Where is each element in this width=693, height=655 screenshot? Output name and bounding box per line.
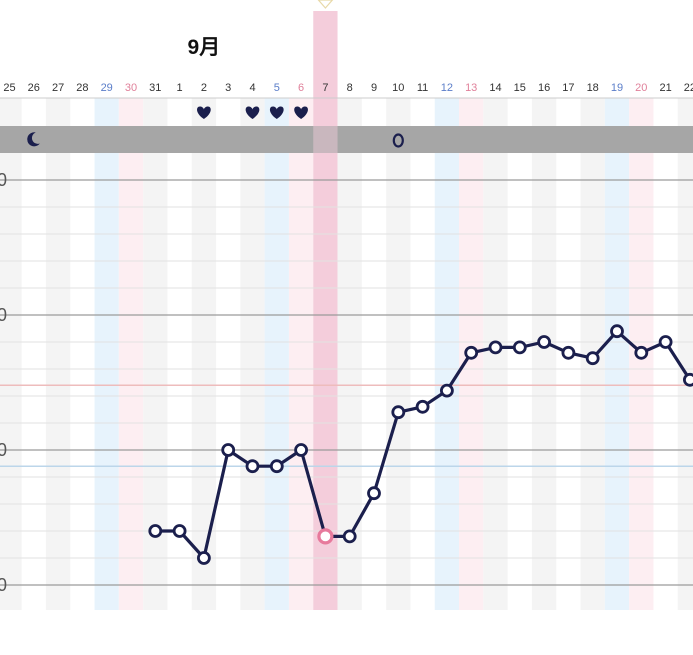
day-labels: 25 26 27 28 29 30 31 1 2 3 4 5 6 7 8 9 10 11 12 13 14 15 16 17 1… (3, 82, 693, 94)
day-band-27 (45, 98, 71, 610)
day-band-7 (313, 11, 338, 610)
crescent-moon-icon (27, 132, 40, 147)
day-band-12 (434, 98, 460, 610)
day-band-5 (264, 98, 289, 610)
data-point-8[interactable] (342, 529, 357, 544)
day-label[interactable]: 15 (514, 82, 526, 94)
day-label[interactable]: 26 (28, 82, 40, 94)
data-point-4[interactable] (245, 459, 260, 474)
grid-lines (0, 97, 693, 586)
day-band-10 (386, 98, 411, 610)
data-point-15[interactable] (512, 340, 527, 355)
day-label[interactable]: 1 (177, 82, 183, 94)
day-label[interactable]: 29 (101, 82, 113, 94)
data-point-9[interactable] (367, 486, 381, 501)
day-label[interactable]: 11 (417, 82, 428, 94)
day-label[interactable]: 19 (611, 82, 623, 94)
y-axis-labels: 0 0 0 0 (0, 170, 7, 595)
day-label[interactable]: 13 (465, 82, 477, 94)
data-point-18[interactable] (585, 351, 600, 366)
data-point-22[interactable] (683, 372, 693, 387)
moon-bar-today (313, 126, 338, 153)
day-label[interactable]: 17 (562, 82, 574, 94)
data-point-2[interactable] (196, 551, 211, 565)
today-marker (317, 0, 334, 9)
day-label[interactable]: 30 (125, 82, 137, 94)
data-point-16[interactable] (537, 335, 551, 349)
day-label[interactable]: 31 (149, 82, 161, 94)
data-point-3[interactable] (221, 443, 236, 457)
cover-lines (0, 384, 693, 467)
day-label[interactable]: 16 (538, 82, 550, 94)
day-label[interactable]: 3 (225, 82, 231, 94)
data-point-10[interactable] (391, 405, 406, 420)
heart-icon (269, 106, 284, 119)
day-label[interactable]: 6 (298, 82, 304, 94)
heart-icon (197, 106, 211, 119)
day-label[interactable]: 10 (392, 82, 404, 94)
day-band-29 (94, 98, 119, 610)
data-point-7[interactable] (317, 528, 334, 545)
data-point-17[interactable] (561, 345, 576, 360)
data-point-21[interactable] (658, 335, 673, 349)
day-label[interactable]: 27 (52, 82, 64, 94)
day-label[interactable]: 2 (201, 82, 207, 94)
moon-bar-icons (27, 126, 404, 153)
data-point-1[interactable] (172, 524, 187, 538)
today-pointer-icon (317, 0, 334, 9)
day-label[interactable]: 21 (659, 82, 671, 94)
data-point-19[interactable] (610, 324, 624, 339)
day-label[interactable]: 8 (347, 82, 353, 94)
data-point-11[interactable] (415, 399, 430, 414)
day-label[interactable]: 4 (249, 82, 255, 94)
day-label[interactable]: 7 (322, 82, 328, 94)
day-band-19 (604, 98, 630, 610)
day-bands (0, 11, 693, 610)
day-label[interactable]: 14 (489, 82, 501, 94)
heart-icon (294, 106, 308, 119)
day-label[interactable]: 28 (76, 82, 88, 94)
day-band-22 (677, 98, 693, 610)
data-point-6[interactable] (294, 443, 309, 457)
month-label: 9月 (188, 36, 221, 59)
day-band-4 (240, 98, 265, 610)
day-label[interactable]: 20 (635, 82, 647, 94)
day-label[interactable]: 25 (3, 82, 15, 94)
ring-icon (392, 133, 404, 148)
day-label[interactable]: 22 (684, 82, 693, 94)
data-point-13[interactable] (464, 345, 479, 360)
day-band-16 (531, 98, 557, 610)
day-label[interactable]: 18 (587, 82, 599, 94)
day-band-6 (288, 98, 314, 610)
y-axis-label: 0 (0, 305, 7, 325)
data-point-14[interactable] (488, 340, 503, 355)
day-label[interactable]: 9 (371, 82, 377, 94)
heart-icon (245, 106, 260, 119)
y-axis-label: 0 (0, 575, 7, 595)
data-point-12[interactable] (439, 383, 454, 398)
y-axis-label: 0 (0, 440, 7, 460)
day-band-30 (118, 98, 144, 610)
day-label[interactable]: 12 (441, 82, 453, 94)
heart-icons (197, 106, 308, 119)
data-point-5[interactable] (269, 459, 284, 474)
y-axis-label: 0 (0, 170, 7, 190)
data-point-20[interactable] (634, 345, 649, 360)
moon-bar (0, 126, 693, 153)
day-label[interactable]: 5 (274, 82, 280, 94)
data-point-31[interactable] (148, 524, 163, 538)
temperature-series (148, 324, 693, 565)
day-band-2 (191, 98, 217, 610)
day-band-25 (0, 98, 22, 610)
